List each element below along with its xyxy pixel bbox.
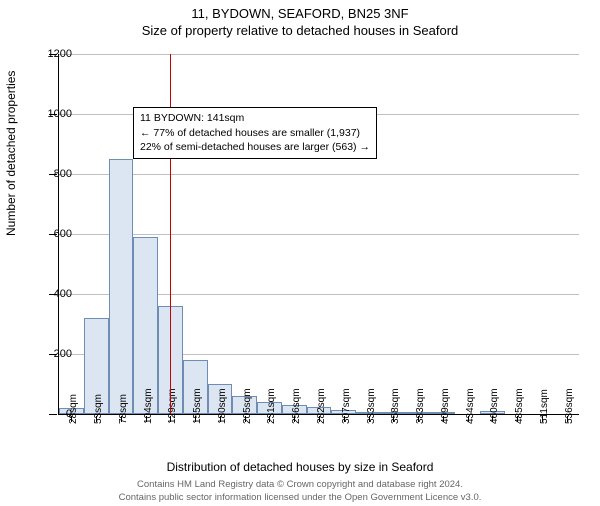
footer-line-1: Contains HM Land Registry data © Crown c…	[0, 479, 600, 491]
info-line-2: ← 77% of detached houses are smaller (1,…	[140, 126, 370, 141]
x-tick-label: 231sqm	[266, 388, 277, 424]
info-line-1: 11 BYDOWN: 141sqm	[140, 111, 370, 126]
x-tick-label: 358sqm	[390, 388, 401, 424]
y-tick-label: 1200	[48, 48, 72, 60]
x-tick-label: 129sqm	[167, 388, 178, 424]
x-tick-label: 536sqm	[564, 388, 575, 424]
x-tick-label: 180sqm	[217, 388, 228, 424]
y-tick-label: 200	[54, 348, 72, 360]
figure-container: 11, BYDOWN, SEAFORD, BN25 3NF Size of pr…	[0, 6, 600, 506]
y-tick-label: 800	[54, 168, 72, 180]
x-tick-label: 409sqm	[440, 388, 451, 424]
footer-line-2: Contains public sector information licen…	[0, 492, 600, 504]
x-tick-label: 104sqm	[143, 388, 154, 424]
info-line-3: 22% of semi-detached houses are larger (…	[140, 140, 370, 155]
chart-area: 28sqm53sqm78sqm104sqm129sqm155sqm180sqm2…	[58, 54, 578, 414]
y-axis-label: Number of detached properties	[4, 71, 18, 236]
y-tick-label: 1000	[48, 108, 72, 120]
x-tick-label: 282sqm	[316, 388, 327, 424]
x-tick-label: 434sqm	[465, 388, 476, 424]
x-tick-label: 383sqm	[415, 388, 426, 424]
x-tick-label: 155sqm	[192, 388, 203, 424]
x-tick-label: 78sqm	[118, 394, 129, 424]
x-tick-label: 53sqm	[93, 394, 104, 424]
info-box: 11 BYDOWN: 141sqm ← 77% of detached hous…	[133, 107, 377, 159]
x-axis-label: Distribution of detached houses by size …	[0, 460, 600, 474]
y-tick-label: 0	[66, 408, 72, 420]
grid-line	[59, 54, 579, 55]
x-tick-label: 485sqm	[514, 388, 525, 424]
footer: Contains HM Land Registry data © Crown c…	[0, 479, 600, 504]
x-tick-label: 256sqm	[291, 388, 302, 424]
title-main: 11, BYDOWN, SEAFORD, BN25 3NF	[0, 6, 600, 21]
title-sub: Size of property relative to detached ho…	[0, 23, 600, 38]
x-tick-label: 511sqm	[539, 389, 550, 424]
x-tick-label: 205sqm	[242, 388, 253, 424]
x-tick-label: 333sqm	[366, 388, 377, 424]
y-tick	[49, 414, 57, 415]
grid-line	[59, 234, 579, 235]
bar	[109, 159, 134, 414]
grid-line	[59, 174, 579, 175]
x-tick-label: 460sqm	[489, 388, 500, 424]
y-tick-label: 400	[54, 288, 72, 300]
y-tick-label: 600	[54, 228, 72, 240]
x-tick-label: 307sqm	[341, 388, 352, 424]
